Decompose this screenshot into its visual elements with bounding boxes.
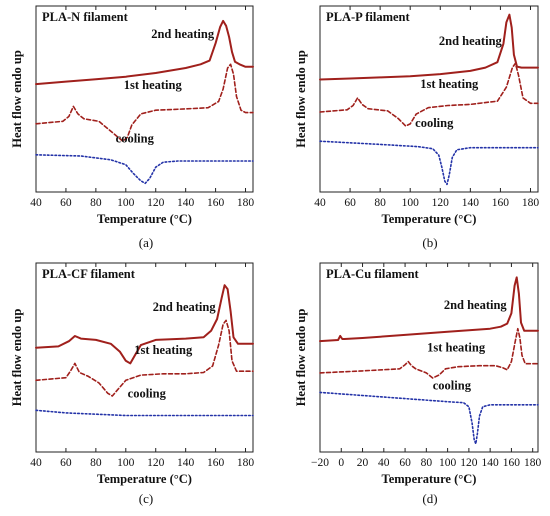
series-label: 2nd heating (153, 300, 217, 314)
series-line-cooling (35, 409, 254, 417)
x-tick-label: 120 (147, 457, 165, 469)
x-tick-label: 160 (492, 197, 510, 209)
x-tick-label: 160 (207, 197, 225, 209)
series-label: 2nd heating (151, 27, 215, 41)
panel-caption: (d) (422, 491, 437, 506)
x-tick-label: 60 (399, 457, 411, 469)
x-tick-label: 120 (147, 197, 165, 209)
x-tick-label: 40 (30, 197, 42, 209)
y-axis-label: Heat flow endo up (294, 309, 308, 407)
x-tick-label: 100 (117, 197, 135, 209)
x-tick-label: 40 (378, 457, 390, 469)
x-tick-label: 140 (177, 197, 195, 209)
x-tick-label: 180 (237, 457, 255, 469)
x-tick-label: 180 (522, 197, 540, 209)
series-line-2nd-heating (319, 276, 539, 343)
panel-caption: (c) (139, 491, 153, 506)
x-tick-label: 60 (344, 197, 356, 209)
plot-frame (35, 262, 254, 453)
x-tick-label: 100 (117, 457, 135, 469)
series-label: cooling (128, 386, 167, 400)
chart-title: PLA-CF filament (42, 267, 136, 281)
plot-frame (35, 5, 254, 193)
series-label: 2nd heating (444, 298, 508, 312)
x-tick-label: 160 (207, 457, 225, 469)
series-line-1st-heating (319, 327, 539, 379)
series-line-1st-heating (35, 319, 254, 397)
series-line-1st-heating (35, 63, 254, 142)
x-tick-label: 140 (462, 197, 480, 209)
series-label: cooling (433, 378, 472, 392)
panel-caption: (a) (139, 235, 153, 250)
plot-frame (319, 5, 539, 193)
chart-title: PLA-N filament (42, 10, 129, 24)
panel-4: −20 0 20 40 60 80 100 120 140 160 180 Temperature (… (294, 262, 542, 506)
x-tick-label: 60 (60, 197, 72, 209)
x-tick-label: 160 (503, 457, 521, 469)
series-line-2nd-heating (35, 19, 254, 86)
series-label: cooling (116, 131, 155, 145)
x-tick-label: 120 (432, 197, 450, 209)
plot-frame (319, 262, 539, 453)
x-tick-label: 100 (439, 457, 457, 469)
series-line-cooling (319, 391, 539, 445)
x-tick-label: 80 (374, 197, 386, 209)
x-tick-label: −20 (311, 457, 329, 469)
series-label: 1st heating (124, 78, 183, 92)
series-line-2nd-heating (319, 13, 539, 81)
x-tick-label: 40 (30, 457, 42, 469)
x-tick-label: 180 (524, 457, 542, 469)
x-tick-label: 100 (402, 197, 420, 209)
x-tick-label: 80 (90, 197, 102, 209)
x-tick-label: 140 (177, 457, 195, 469)
series-label: 1st heating (420, 77, 479, 91)
y-axis-label: Heat flow endo up (294, 50, 308, 148)
panel-caption: (b) (422, 235, 437, 250)
x-tick-label: 140 (482, 457, 500, 469)
x-axis-label: Temperature (°C) (97, 212, 192, 226)
chart-title: PLA-P filament (326, 10, 411, 24)
panel-1: 40 60 80 100 120 140 160 180 Temperature (°C) Hea… (10, 5, 255, 250)
series-line-2nd-heating (35, 284, 254, 365)
x-tick-label: 0 (338, 457, 344, 469)
series-line-cooling (319, 140, 539, 186)
series-label: 2nd heating (439, 34, 503, 48)
series-label: 1st heating (134, 343, 193, 357)
panel-3: 40 60 80 100 120 140 160 180 Temperature (°C) Hea… (10, 262, 255, 506)
series-label: cooling (415, 116, 454, 130)
x-tick-label: 80 (90, 457, 102, 469)
series-line-cooling (35, 154, 254, 185)
x-axis-label: Temperature (°C) (382, 472, 477, 486)
y-axis-label: Heat flow endo up (10, 309, 24, 407)
series-label: 1st heating (427, 340, 486, 354)
x-tick-label: 40 (314, 197, 326, 209)
x-tick-label: 60 (60, 457, 72, 469)
chart-title: PLA-Cu filament (326, 267, 420, 281)
x-tick-label: 180 (237, 197, 255, 209)
y-axis-label: Heat flow endo up (10, 50, 24, 148)
x-tick-label: 120 (460, 457, 478, 469)
panel-2: 40 60 80 100 120 140 160 180 Temperature (°C) Hea… (294, 5, 540, 250)
series-line-1st-heating (319, 62, 539, 127)
x-tick-label: 20 (357, 457, 369, 469)
x-axis-label: Temperature (°C) (97, 472, 192, 486)
x-tick-label: 80 (421, 457, 433, 469)
x-axis-label: Temperature (°C) (382, 212, 477, 226)
